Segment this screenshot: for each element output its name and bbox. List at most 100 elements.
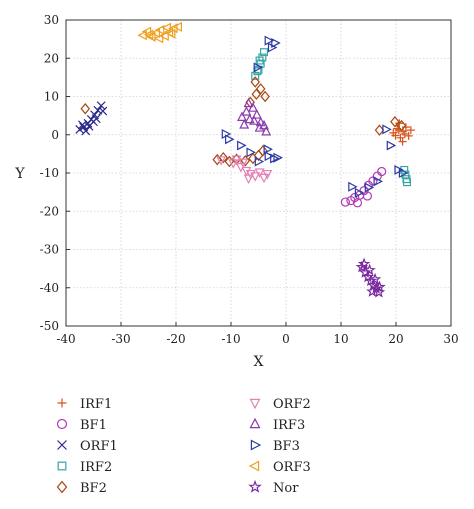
data-point [251,71,260,80]
data-point [350,192,360,203]
y-tick-label: 30 [44,13,59,27]
axis-ticks: -40 -30 -20 -10 0 10 20 30-50-40-30-20-10010203… [40,13,459,346]
y-tick-label: -10 [40,166,59,180]
series-orf1 [75,101,108,136]
data-point [254,168,265,178]
legend-marker [57,440,67,450]
legend-marker [248,460,260,472]
data-point [218,151,229,164]
data-point [271,37,281,48]
legend-item-orf3: ORF3 [248,460,311,475]
data-point [150,28,160,38]
data-point [401,170,410,179]
data-point [254,122,265,132]
data-point [396,119,407,132]
data-point [404,131,413,140]
legend-label: BF2 [80,481,107,496]
data-point [243,174,254,185]
data-point [165,28,176,39]
legend-label: IRF2 [80,460,112,475]
data-point [249,115,260,125]
data-point [98,106,108,116]
data-point [250,172,261,182]
data-point [237,111,247,121]
legend-item-irf3: IRF3 [249,417,305,433]
y-tick-label: -50 [40,319,59,333]
data-point [273,152,283,163]
data-point [373,280,386,293]
legend-marker [57,398,67,408]
data-point [262,169,273,180]
series-irf3 [237,97,272,136]
data-point [354,187,365,198]
data-point [80,103,91,115]
data-point [260,48,269,57]
legend-marker [249,417,261,429]
data-point [143,29,154,40]
legend-marker [248,479,262,493]
data-point [238,158,249,168]
data-point [154,24,165,35]
data-point [159,31,169,42]
data-point [231,155,242,165]
legend-item-bf3: BF3 [250,439,300,454]
x-axis-title: X [254,354,264,370]
data-point [391,131,400,140]
data-point [172,21,182,32]
x-tick-label: -30 [111,332,130,346]
legend-item-irf1: IRF1 [57,397,112,412]
y-axis-title: Y [14,166,25,182]
data-point [398,137,407,146]
x-tick-label: -10 [221,332,240,346]
data-point [259,173,269,184]
data-point [228,159,239,169]
legend-item-orf2: ORF2 [249,397,311,412]
legend-label: BF1 [80,418,107,433]
series-orf2 [216,155,273,185]
data-point [348,181,358,192]
x-tick-label: 30 [443,332,458,346]
data-point [251,88,262,100]
data-point [368,272,382,285]
data-point [96,101,106,111]
y-tick-label: 0 [51,128,59,142]
data-point [78,120,87,130]
data-point [153,33,164,44]
data-point [146,31,156,42]
series-irf1 [389,119,415,146]
legend-item-irf2: IRF2 [57,460,112,475]
series-irf2 [251,48,412,187]
data-point [355,260,369,273]
legend-label: ORF3 [273,460,311,475]
data-point [264,35,275,46]
x-tick-label: -40 [56,332,75,346]
series-bf3 [221,35,409,198]
x-tick-label: -20 [166,332,185,346]
legend-label: IRF1 [80,397,112,412]
legend-item-bf1: BF1 [56,418,107,433]
legend-item-bf2: BF2 [56,480,107,496]
data-point [264,151,275,162]
legend-label: ORF1 [80,439,118,454]
data-point [253,62,264,73]
data-point [386,140,397,151]
data-point [390,116,400,128]
data-point [161,22,171,33]
data-point [81,126,91,136]
legend-label: Nor [273,481,299,496]
data-point [89,117,98,127]
x-tick-label: 0 [282,332,290,346]
data-point [225,134,235,145]
data-point [401,123,410,132]
legend-item-orf1: ORF1 [57,439,118,454]
y-tick-label: -20 [40,204,59,218]
data-point [364,274,377,287]
data-point [362,191,372,201]
data-point [366,285,379,297]
x-tick-label: 10 [333,332,348,346]
data-point [245,169,256,180]
data-point [255,56,264,65]
data-point [382,124,392,135]
data-point [254,156,265,167]
